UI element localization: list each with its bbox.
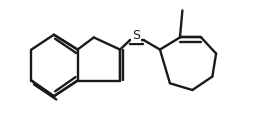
Text: S: S bbox=[132, 29, 140, 42]
